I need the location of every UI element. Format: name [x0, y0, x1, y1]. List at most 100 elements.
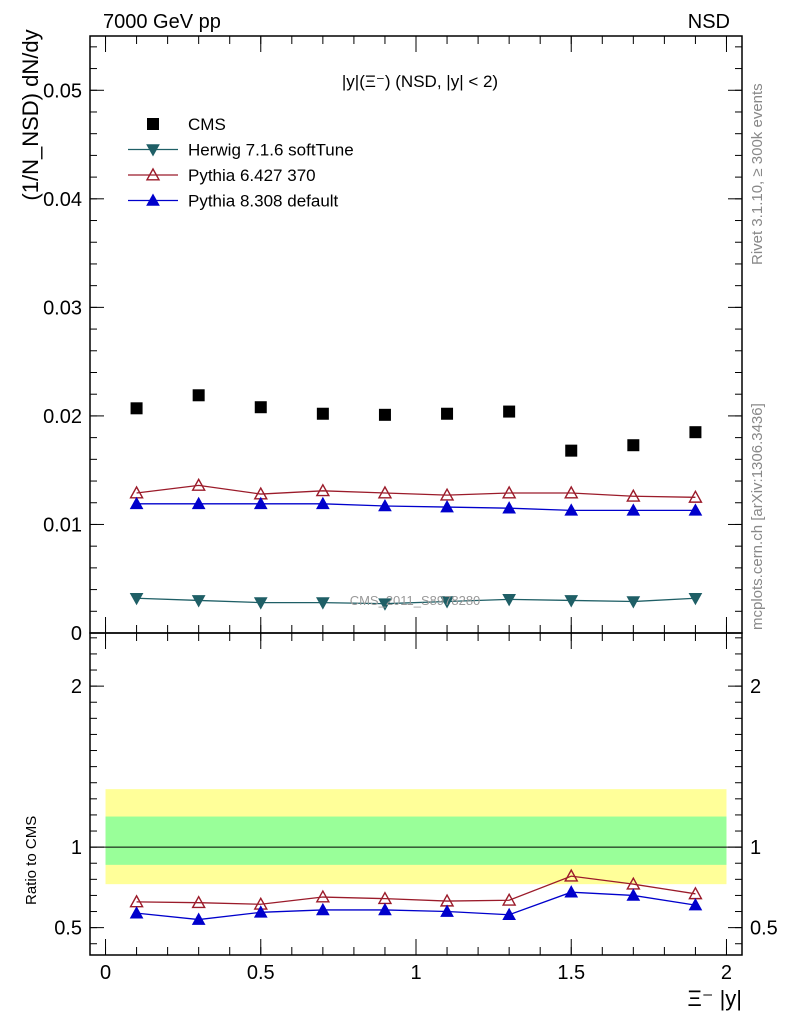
- data-point-herwig: [316, 597, 330, 610]
- legend-item-cms: CMS: [147, 115, 226, 134]
- legend-label-pythia8: Pythia 8.308 default: [188, 192, 339, 211]
- legend-item-pythia8: Pythia 8.308 default: [128, 192, 339, 211]
- data-point-pythia8: [502, 501, 516, 514]
- ratio-y-tick-label-right: 0.5: [750, 918, 778, 940]
- x-axis-label: Ξ⁻ |y|: [688, 986, 742, 1011]
- series-line-herwig: [136, 597, 696, 605]
- ratio-point-pythia6: [564, 868, 579, 882]
- ratio-line-pythia6: [136, 875, 696, 905]
- main-y-tick-label: 0.04: [43, 189, 82, 211]
- ratio-y-tick-label: 2: [71, 676, 82, 698]
- data-point-pythia6: [501, 485, 517, 499]
- data-point-cms: [689, 426, 702, 439]
- ratio-point-pythia8: [440, 904, 454, 917]
- main-title: |y|(Ξ⁻) (NSD, |y| < 2): [342, 72, 498, 91]
- x-tick-label: 0: [100, 962, 111, 984]
- ratio-point-pythia8: [626, 888, 641, 901]
- ratio-series-pythia8: [129, 885, 703, 925]
- main-y-tick-label: 0.01: [43, 514, 82, 536]
- data-point-pythia8: [564, 503, 579, 516]
- data-point-pythia6: [439, 487, 455, 501]
- ratio-y-tick-label: 1: [71, 837, 82, 859]
- legend-label-cms: CMS: [188, 115, 226, 134]
- data-point-cms: [316, 407, 329, 420]
- data-point-herwig: [253, 597, 268, 610]
- ratio-y-tick-label: 0.5: [54, 918, 82, 940]
- main-y-tick-label: 0.03: [43, 297, 82, 319]
- data-point-pythia8: [129, 496, 144, 510]
- data-point-cms: [130, 402, 143, 415]
- legend-item-herwig: Herwig 7.1.6 softTune: [128, 141, 354, 160]
- x-tick-label: 2: [721, 962, 732, 984]
- legend-marker-herwig: [146, 144, 160, 157]
- legend-item-pythia6: Pythia 6.427 370: [128, 166, 316, 185]
- legend-marker-pythia8: [146, 193, 160, 206]
- ratio-point-pythia8: [316, 902, 330, 916]
- x-tick-label: 0.5: [247, 962, 275, 984]
- main-y-tick-label: 0.05: [43, 80, 82, 102]
- data-point-herwig: [688, 592, 703, 606]
- data-point-pythia8: [316, 496, 330, 510]
- watermark: CMS_2011_S8978280: [350, 593, 481, 608]
- main-panel: 0 0.01 0.02 0.03 0.04 0.05 |y|(Ξ⁻) (NSD, |y| …: [18, 29, 743, 645]
- legend-marker-pythia6: [145, 167, 161, 181]
- data-point-pythia6: [626, 488, 641, 502]
- ratio-point-pythia8: [688, 898, 703, 911]
- data-point-herwig: [129, 592, 144, 606]
- data-point-cms: [254, 401, 267, 414]
- ratio-ticks: 0.5 0.5 1 1 2 2 0 0.5 1 1.5 2: [54, 633, 778, 984]
- main-ticks: 0 0.01 0.02 0.03 0.04 0.05: [43, 36, 742, 645]
- ratio-point-pythia8: [253, 905, 268, 918]
- data-point-pythia6: [191, 477, 206, 491]
- ratio-y-tick-label-right: 2: [750, 676, 761, 698]
- data-point-pythia6: [377, 485, 393, 499]
- data-point-cms: [627, 439, 640, 452]
- data-point-herwig: [378, 598, 392, 611]
- ratio-point-pythia8: [129, 906, 144, 919]
- series-herwig: [129, 592, 703, 611]
- legend-label-pythia6: Pythia 6.427 370: [188, 166, 316, 185]
- data-point-herwig: [564, 595, 579, 608]
- data-point-pythia8: [440, 500, 454, 513]
- series-pythia8: [129, 496, 703, 516]
- ratio-series-pythia6: [129, 868, 703, 910]
- main-y-label: (1/N_NSD) dN/dy: [18, 29, 43, 200]
- data-point-cms: [503, 405, 516, 418]
- ratio-point-pythia6: [129, 894, 144, 908]
- x-tick-label: 1.5: [557, 962, 585, 984]
- series-pythia6: [129, 477, 703, 503]
- ratio-frame: [89, 632, 743, 956]
- data-point-cms: [378, 408, 391, 421]
- data-point-pythia6: [564, 485, 579, 499]
- series-line-pythia8: [136, 503, 696, 511]
- data-point-herwig: [440, 596, 454, 609]
- ratio-y-label: Ratio to CMS: [23, 816, 40, 905]
- main-y-tick-label: 0: [71, 623, 82, 645]
- legend-label-herwig: Herwig 7.1.6 softTune: [188, 141, 354, 160]
- data-point-pythia8: [378, 498, 392, 512]
- data-point-herwig: [191, 595, 206, 608]
- ratio-point-pythia8: [378, 902, 392, 916]
- data-point-cms: [565, 444, 578, 457]
- ratio-point-pythia6: [191, 895, 206, 909]
- ratio-point-pythia6: [501, 892, 517, 906]
- ratio-line-pythia8: [136, 891, 696, 921]
- ratio-point-pythia8: [502, 907, 516, 921]
- ratio-y-tick-label-right: 1: [750, 837, 761, 859]
- ratio-point-pythia8: [191, 912, 206, 925]
- legend: CMS Herwig 7.1.6 softTune Pythia 6.427 370…: [128, 115, 354, 211]
- data-point-cms: [192, 389, 205, 402]
- series-line-pythia6: [136, 484, 696, 498]
- data-point-herwig: [502, 594, 516, 607]
- header-right: NSD: [688, 11, 730, 33]
- data-point-herwig: [626, 596, 641, 609]
- data-point-pythia6: [315, 483, 331, 497]
- rivet-label: Rivet 3.1.10, ≥ 300k events: [749, 83, 766, 265]
- uncertainty-band-inner: [105, 816, 727, 865]
- header-left: 7000 GeV pp: [103, 11, 221, 33]
- data-point-cms: [441, 407, 454, 420]
- mcplots-label: mcplots.cern.ch [arXiv:1306.3436]: [749, 403, 766, 630]
- ratio-point-pythia6: [315, 889, 331, 903]
- series-cms: [130, 389, 702, 457]
